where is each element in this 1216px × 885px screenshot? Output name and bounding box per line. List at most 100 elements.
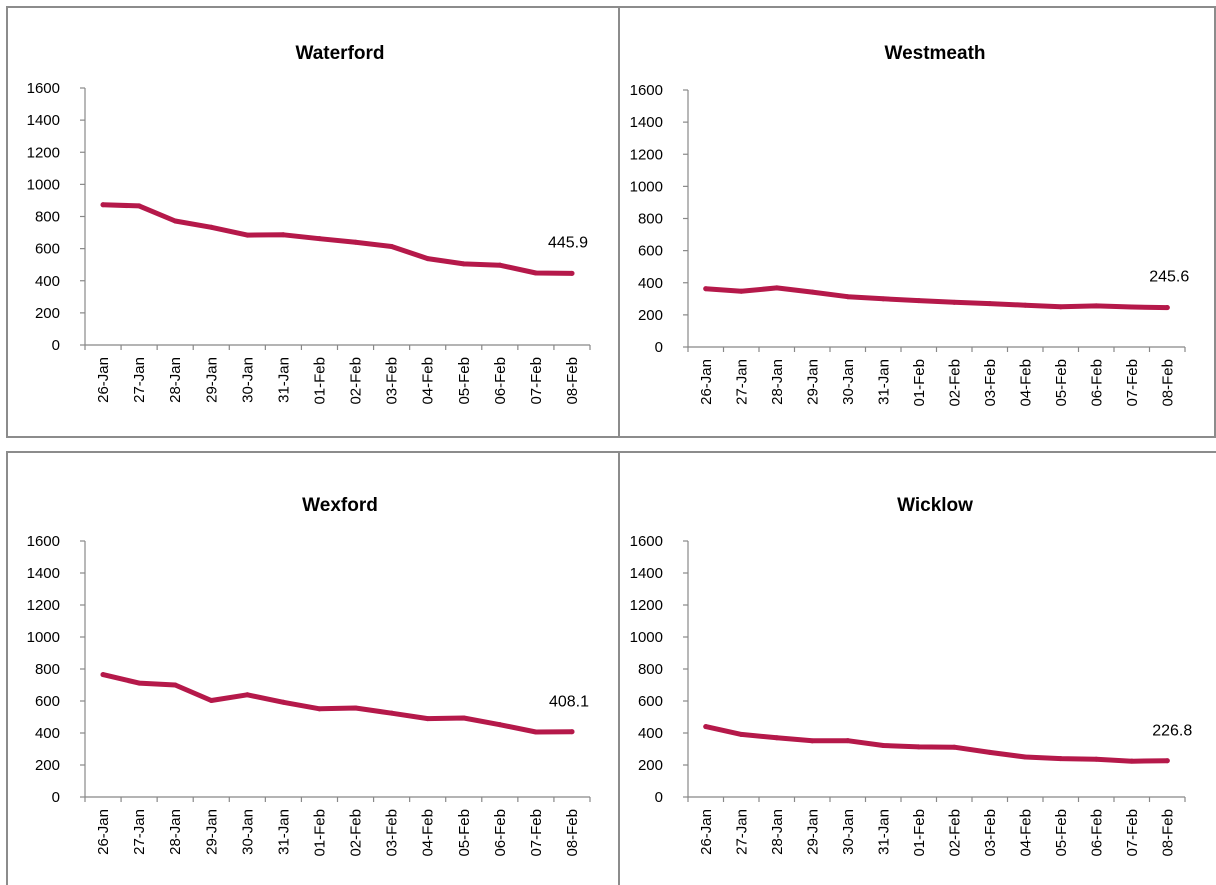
data-point — [533, 270, 539, 276]
x-tick-label: 30-Jan — [239, 809, 256, 855]
data-point — [951, 744, 957, 750]
data-point — [774, 735, 780, 741]
data-point — [569, 729, 575, 735]
y-tick-label: 1200 — [630, 597, 663, 614]
data-point — [1164, 305, 1170, 311]
data-point — [703, 724, 709, 730]
data-point — [280, 232, 286, 238]
data-point — [497, 722, 503, 728]
data-point — [353, 239, 359, 245]
x-tick-label: 05-Feb — [456, 357, 473, 405]
y-tick-label: 1000 — [630, 178, 663, 195]
chart-title-westmeath: Westmeath — [884, 43, 985, 64]
y-tick-label: 1000 — [27, 176, 60, 193]
x-tick-label: 28-Jan — [167, 357, 184, 403]
x-tick-label: 02-Feb — [348, 809, 365, 857]
x-tick-label: 29-Jan — [804, 809, 821, 855]
y-tick-label: 200 — [638, 307, 663, 324]
x-tick-label: 05-Feb — [1053, 809, 1070, 857]
x-tick-label: 04-Feb — [1017, 809, 1034, 857]
data-point — [389, 710, 395, 716]
x-tick-label: 06-Feb — [1088, 809, 1105, 857]
y-tick-label: 1200 — [630, 146, 663, 163]
x-tick-label: 04-Feb — [1017, 359, 1034, 407]
x-tick-label: 01-Feb — [311, 357, 328, 405]
y-tick-label: 800 — [35, 661, 60, 678]
y-tick-label: 400 — [638, 275, 663, 292]
y-tick-label: 800 — [638, 211, 663, 228]
data-point — [497, 262, 503, 268]
x-tick-label: 08-Feb — [564, 357, 581, 405]
x-tick-label: 06-Feb — [492, 809, 509, 857]
data-label-last: 226.8 — [1152, 723, 1192, 740]
x-tick-label: 02-Feb — [348, 357, 365, 405]
x-tick-label: 07-Feb — [528, 809, 545, 857]
x-tick-label: 27-Jan — [131, 809, 148, 855]
x-tick-label: 01-Feb — [311, 809, 328, 857]
x-tick-label: 08-Feb — [564, 809, 581, 857]
y-tick-label: 0 — [52, 337, 60, 354]
y-tick-label: 600 — [638, 243, 663, 260]
chart-panel-waterford — [6, 6, 620, 438]
y-tick-label: 1400 — [630, 114, 663, 131]
data-point — [533, 729, 539, 735]
chart-title-wexford: Wexford — [302, 495, 378, 516]
x-tick-label: 26-Jan — [698, 809, 715, 855]
series-line-wexford — [100, 672, 575, 735]
y-tick-label: 400 — [35, 725, 60, 742]
data-point — [136, 680, 142, 686]
chart-panel-wicklow — [618, 451, 1216, 885]
data-point — [1093, 303, 1099, 309]
chart-panel-wexford — [6, 451, 620, 885]
x-tick-label: 31-Jan — [875, 809, 892, 855]
data-point — [1058, 304, 1064, 310]
data-point — [353, 705, 359, 711]
x-tick-label: 03-Feb — [384, 357, 401, 405]
y-tick-label: 200 — [638, 757, 663, 774]
data-point — [845, 738, 851, 744]
x-tick-label: 31-Jan — [275, 809, 292, 855]
data-point — [244, 232, 250, 238]
x-tick-label: 07-Feb — [1124, 359, 1141, 407]
data-point — [1093, 756, 1099, 762]
data-point — [100, 672, 106, 678]
data-label-last: 445.9 — [548, 234, 588, 251]
data-point — [1129, 758, 1135, 764]
data-point — [951, 299, 957, 305]
x-tick-label: 30-Jan — [840, 359, 857, 405]
data-point — [569, 270, 575, 276]
x-tick-label: 27-Jan — [733, 359, 750, 405]
data-point — [845, 294, 851, 300]
chart-title-waterford: Waterford — [295, 43, 384, 64]
x-tick-label: 06-Feb — [1088, 359, 1105, 407]
data-point — [316, 706, 322, 712]
y-tick-label: 600 — [35, 693, 60, 710]
data-point — [809, 738, 815, 744]
y-tick-label: 800 — [638, 661, 663, 678]
x-tick-label: 03-Feb — [982, 809, 999, 857]
series-line-wicklow — [703, 724, 1170, 764]
data-point — [809, 289, 815, 295]
x-tick-label: 26-Jan — [95, 357, 112, 403]
x-tick-label: 07-Feb — [528, 357, 545, 405]
x-tick-label: 01-Feb — [911, 359, 928, 407]
y-tick-label: 1600 — [630, 533, 663, 550]
x-tick-label: 27-Jan — [131, 357, 148, 403]
data-label-last: 245.6 — [1149, 269, 1189, 286]
data-point — [316, 236, 322, 242]
x-tick-label: 07-Feb — [1124, 809, 1141, 857]
data-point — [461, 715, 467, 721]
series-line-waterford — [100, 202, 575, 276]
y-tick-label: 800 — [35, 209, 60, 226]
x-tick-label: 04-Feb — [420, 357, 437, 405]
data-label-last: 408.1 — [549, 694, 589, 711]
data-point — [172, 218, 178, 224]
data-point — [738, 288, 744, 294]
x-tick-label: 03-Feb — [982, 359, 999, 407]
y-tick-label: 1600 — [27, 80, 60, 97]
y-tick-label: 0 — [52, 789, 60, 806]
x-tick-label: 28-Jan — [769, 809, 786, 855]
data-point — [880, 742, 886, 748]
data-point — [172, 682, 178, 688]
